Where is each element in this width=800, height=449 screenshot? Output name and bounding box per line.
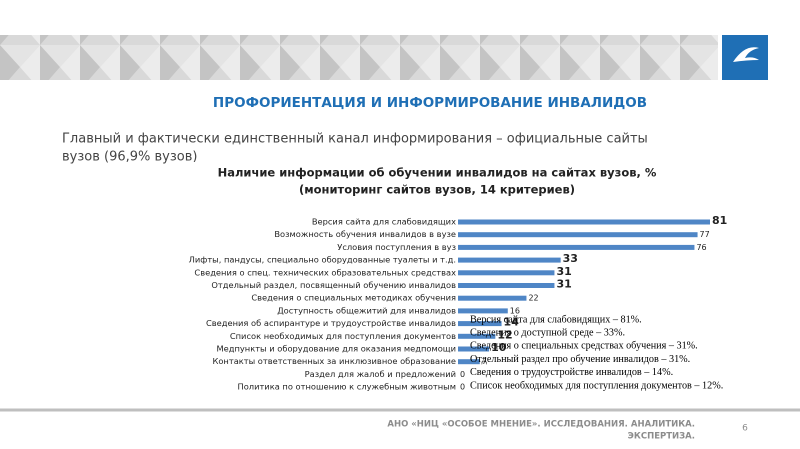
value-label: 22 bbox=[528, 294, 538, 303]
bar bbox=[458, 359, 480, 365]
category-label: Отдельный раздел, посвященный обучению и… bbox=[211, 280, 456, 290]
bar bbox=[458, 219, 710, 225]
note: Версия сайта для слабовидящих – 81%. bbox=[470, 314, 642, 325]
value-label: 76 bbox=[696, 243, 706, 252]
value-label: 77 bbox=[700, 230, 710, 239]
bar bbox=[458, 308, 508, 314]
banner bbox=[0, 35, 718, 80]
category-label: Политика по отношению к служебным животн… bbox=[237, 382, 456, 392]
bar bbox=[458, 257, 561, 263]
subtitle: вузов (96,9% вузов) bbox=[62, 150, 197, 165]
footer: АНО «НИЦ «ОСОБОЕ МНЕНИЕ». ИССЛЕДОВАНИЯ. … bbox=[387, 420, 695, 430]
value-label: 16 bbox=[510, 306, 520, 315]
bar bbox=[458, 283, 555, 288]
footer: ЭКСПЕРТИЗА. bbox=[628, 432, 695, 442]
bar bbox=[458, 244, 695, 250]
category-label: Сведения о специальных методиках обучени… bbox=[251, 293, 456, 303]
note: Отдельный раздел про обучение инвалидов … bbox=[470, 354, 690, 365]
category-label: Условия поступления в вуз bbox=[337, 242, 456, 252]
value-label: 0 bbox=[460, 383, 465, 392]
category-label: Контакты ответственных за инклюзивное об… bbox=[212, 356, 456, 366]
category-label: Лифты, пандусы, специально оборудованные… bbox=[189, 255, 456, 265]
category-label: Сведения об аспирантуре и трудоустройств… bbox=[206, 318, 456, 328]
value-label: 31 bbox=[556, 265, 571, 278]
page-number: 6 bbox=[742, 424, 748, 434]
note: Список необходимых для поступления докум… bbox=[470, 380, 723, 391]
bar bbox=[458, 333, 496, 339]
category-label: Медпункты и оборудование для оказания ме… bbox=[216, 344, 456, 354]
slide-title: ПРОФОРИЕНТАЦИЯ И ИНФОРМИРОВАНИЕ ИНВАЛИДО… bbox=[213, 95, 647, 111]
bar bbox=[458, 232, 698, 238]
bar bbox=[458, 321, 502, 327]
subtitle: Главный и фактически единственный канал … bbox=[62, 132, 648, 147]
category-label: Список необходимых для поступления докум… bbox=[230, 331, 456, 341]
category-label: Возможность обучения инвалидов в вузе bbox=[274, 229, 456, 239]
category-label: Раздел для жалоб и предложений bbox=[305, 369, 456, 379]
chart-title: (мониторинг сайтов вузов, 14 критериев) bbox=[299, 183, 575, 197]
value-label: 33 bbox=[563, 252, 578, 265]
category-label: Доступность общежитий для инвалидов bbox=[277, 305, 456, 315]
note: Сведения о трудоустройстве инвалидов – 1… bbox=[470, 367, 673, 378]
bar bbox=[458, 295, 527, 301]
note: Сведения о специальных средствах обучени… bbox=[470, 341, 698, 352]
category-label: Версия сайта для слабовидящих bbox=[312, 217, 456, 227]
value-label: 0 bbox=[460, 370, 465, 379]
logo-bird bbox=[733, 47, 759, 62]
value-label: 81 bbox=[712, 214, 727, 227]
bar bbox=[458, 270, 555, 276]
value-label: 10 bbox=[491, 341, 507, 354]
bar bbox=[458, 346, 490, 352]
value-label: 7 bbox=[482, 357, 487, 366]
note: Сведения о доступной среде – 33%. bbox=[470, 328, 625, 339]
chart-title: Наличие информации об обучении инвалидов… bbox=[218, 166, 657, 180]
value-label: 31 bbox=[556, 278, 571, 291]
value-label: 12 bbox=[497, 328, 512, 341]
category-label: Сведения о спец. технических образовател… bbox=[194, 267, 456, 277]
value-label: 14 bbox=[504, 316, 520, 329]
